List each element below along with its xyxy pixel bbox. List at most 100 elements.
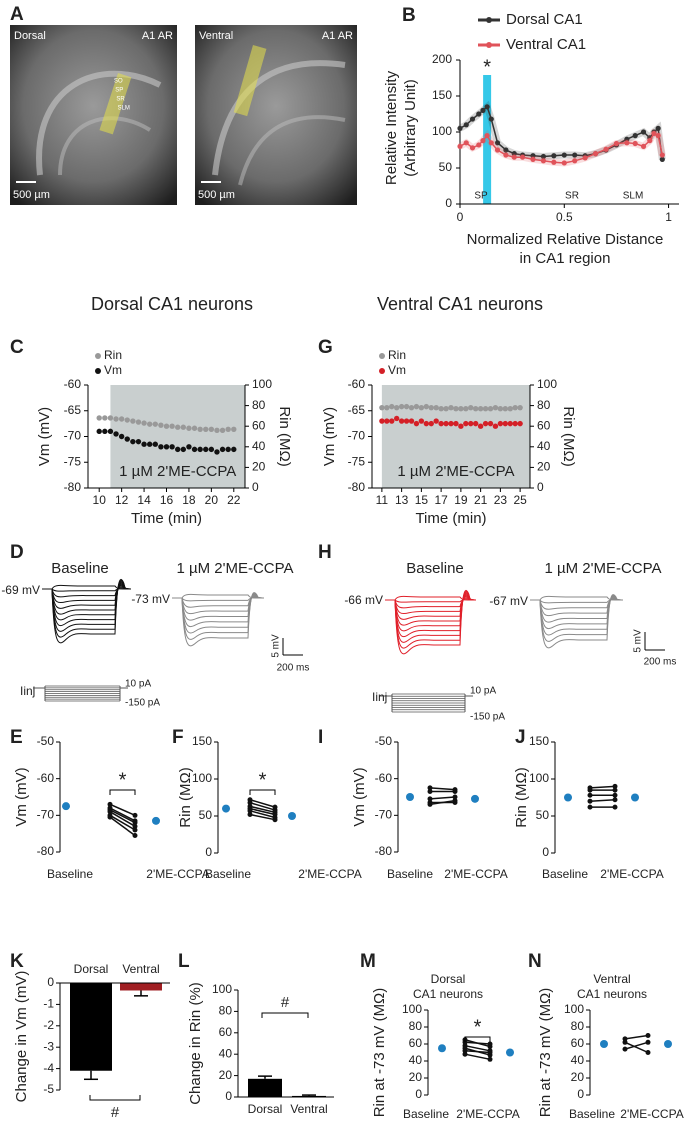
- micrograph: [195, 25, 357, 205]
- micrograph: [10, 25, 177, 205]
- heading: Dorsal CA1 neurons: [91, 294, 253, 314]
- y-tick-label: -75: [64, 454, 82, 468]
- point: [219, 427, 226, 434]
- point: [488, 140, 494, 146]
- y-tick-label: 40: [219, 1046, 233, 1060]
- y2-tick-label: 40: [537, 439, 551, 453]
- legend-label: Rin: [388, 348, 406, 362]
- legend-dot: [95, 353, 101, 359]
- point: [502, 405, 509, 412]
- layer-label: SR: [116, 97, 125, 103]
- pair-line: [429, 787, 456, 791]
- y2-tick-label: 20: [537, 460, 551, 474]
- x-tick-label: 0: [457, 210, 464, 224]
- point: [624, 136, 630, 142]
- condition-label: 1 µM 2'ME-CCPA: [176, 560, 293, 577]
- point: [582, 155, 588, 161]
- layer-label: SLM: [118, 106, 130, 112]
- current-range: -150 pA: [470, 712, 505, 723]
- significance-bracket: [261, 1012, 309, 1018]
- annotation: *: [474, 1016, 482, 1038]
- point: [96, 428, 102, 435]
- mean-point: [222, 804, 230, 813]
- mean-point: [506, 1048, 514, 1057]
- point: [655, 133, 661, 139]
- trace: [385, 589, 477, 655]
- pair-point: [427, 801, 433, 807]
- y-tick-label: -70: [37, 808, 55, 822]
- y-tick-label: -60: [64, 377, 82, 391]
- point: [180, 446, 187, 453]
- x-tick-label: Dorsal: [248, 1102, 283, 1116]
- point: [152, 421, 158, 427]
- y-tick-label: 40: [409, 1053, 423, 1067]
- x-tick-label: 2'ME-CCPA: [146, 867, 209, 881]
- point: [463, 140, 469, 146]
- pair-point: [487, 1050, 493, 1055]
- drug-period: [110, 385, 245, 488]
- y-tick-label: -65: [348, 403, 366, 417]
- scale-label: 200 ms: [277, 663, 310, 674]
- panel-label: H: [318, 542, 332, 563]
- point: [428, 420, 434, 427]
- y-tick-label: -80: [37, 844, 55, 858]
- point: [124, 436, 130, 442]
- y-tick-label: 150: [192, 734, 212, 748]
- point: [158, 422, 164, 428]
- x-tick-label: Ventral: [122, 962, 159, 976]
- trace: [385, 595, 476, 601]
- point: [191, 446, 198, 453]
- point: [458, 405, 464, 412]
- pair-point: [462, 1051, 468, 1057]
- pair-point: [612, 804, 618, 810]
- scale-label: 500 µm: [13, 189, 50, 201]
- point: [477, 423, 484, 429]
- point: [163, 423, 170, 429]
- point: [655, 125, 661, 131]
- y2-tick-label: 80: [537, 398, 551, 412]
- point: [423, 403, 430, 410]
- y-tick-label: 150: [432, 88, 452, 102]
- point: [175, 424, 181, 430]
- pair-point: [452, 794, 458, 800]
- point: [130, 438, 136, 445]
- y2-tick-label: 60: [252, 418, 266, 432]
- trace: [530, 595, 623, 601]
- pair-point: [622, 1039, 628, 1045]
- point: [413, 420, 420, 427]
- panel-label: D: [10, 542, 24, 563]
- legend-label: Dorsal CA1: [506, 11, 583, 28]
- y-tick-label: -75: [348, 454, 366, 468]
- legend-label: Vm: [104, 363, 122, 377]
- pair-point: [107, 809, 113, 815]
- pair-point: [645, 1050, 651, 1055]
- point: [458, 423, 464, 429]
- x-axis-label: Time (min): [415, 510, 486, 527]
- x-tick-label: Baseline: [542, 867, 588, 881]
- y2-tick-label: 100: [252, 377, 272, 391]
- point: [488, 116, 494, 122]
- y2-tick-label: 40: [252, 439, 266, 453]
- panel-label: L: [178, 951, 190, 972]
- point: [482, 420, 489, 427]
- x-tick-label: 2'ME-CCPA: [298, 867, 361, 881]
- pair-line: [464, 1044, 491, 1052]
- point: [107, 415, 114, 421]
- trace: [172, 592, 265, 647]
- point: [530, 156, 536, 162]
- x-axis-label: in CA1 region: [520, 250, 611, 267]
- point: [468, 420, 474, 427]
- point: [540, 158, 547, 164]
- point: [517, 404, 523, 411]
- point: [379, 404, 385, 411]
- y-tick-label: 100: [192, 771, 212, 785]
- point: [469, 145, 476, 151]
- point: [592, 151, 599, 157]
- panel-label: J: [515, 727, 526, 748]
- y-tick-label: -80: [348, 480, 366, 494]
- region-label: Ventral: [199, 30, 233, 42]
- point: [530, 153, 536, 159]
- x-tick-label: 20: [205, 493, 219, 507]
- legend-dot: [95, 368, 101, 374]
- point: [208, 446, 215, 453]
